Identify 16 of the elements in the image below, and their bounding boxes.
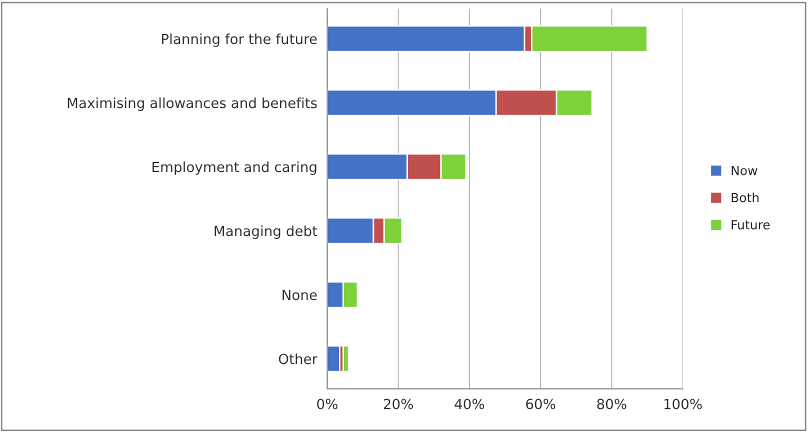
x-tick-label: 20% bbox=[384, 398, 414, 410]
y-tick-label: Managing debt bbox=[214, 225, 318, 239]
legend-label: Both bbox=[732, 192, 759, 202]
legend-label: Now bbox=[732, 166, 758, 176]
x-tick-label: 0% bbox=[317, 398, 338, 410]
legend-label: Future bbox=[732, 220, 770, 230]
y-tick-label: Maximising allowances and benefits bbox=[68, 97, 317, 111]
x-tick-label: 60% bbox=[526, 398, 556, 410]
x-tick-label: 40% bbox=[454, 398, 484, 410]
y-tick-label: None bbox=[282, 290, 317, 300]
x-tick-label: 100% bbox=[664, 398, 702, 410]
y-tick-label: Employment and caring bbox=[152, 161, 316, 175]
y-tick-label: Other bbox=[278, 353, 318, 364]
x-tick-label: 80% bbox=[597, 398, 626, 410]
bar bbox=[342, 345, 350, 372]
y-tick-label: Planning for the future bbox=[162, 33, 317, 47]
